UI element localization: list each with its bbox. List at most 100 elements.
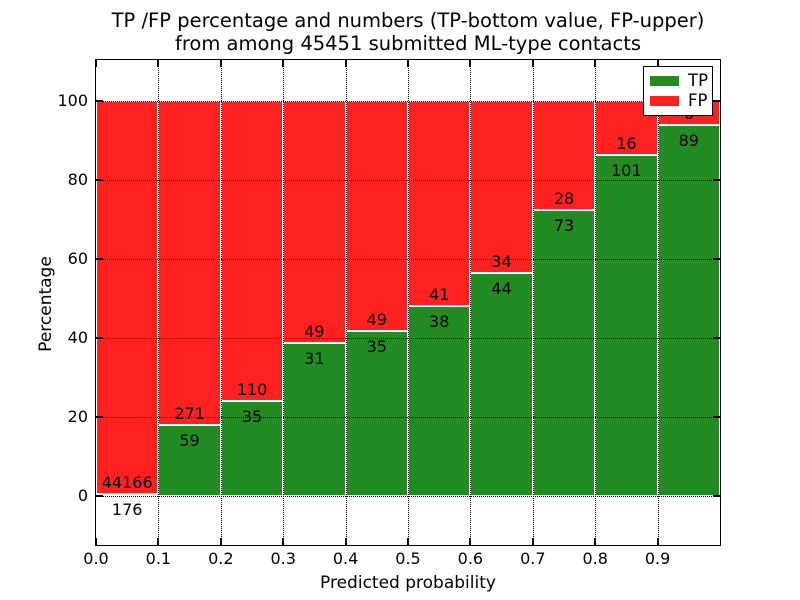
x-tick-mark <box>95 538 97 545</box>
y-tick-label: 80 <box>67 169 88 189</box>
tp-count-label: 176 <box>111 500 143 520</box>
y-tick-label: 0 <box>77 486 88 505</box>
fp-count-label: 16 <box>616 133 637 153</box>
x-tick-mark <box>594 538 597 545</box>
x-tick-label: 0.6 <box>457 549 484 568</box>
gridline-horizontal <box>96 179 720 181</box>
y-tick-mark-right <box>713 99 720 102</box>
y-tick-mark <box>96 336 103 339</box>
x-tick-label: 0.2 <box>208 549 234 568</box>
bar-segment-fp <box>220 100 284 401</box>
bar-segment-fp <box>345 100 408 332</box>
x-tick-mark-top <box>656 60 659 67</box>
gridline-vertical <box>532 60 534 545</box>
y-tick-mark <box>96 178 103 181</box>
x-tick-mark <box>656 538 659 545</box>
x-tick-label: 0.0 <box>83 549 109 568</box>
y-tick-mark-right <box>713 336 720 339</box>
bar-segment-tp <box>532 210 596 496</box>
x-tick-label: 0.3 <box>270 549 296 568</box>
plot-area: TP FP 44166 176 271 59 110 35 49 31 49 35 41 38 34 44… <box>57 59 721 568</box>
y-tick-mark-right <box>713 178 720 181</box>
gridline-vertical <box>595 60 597 545</box>
x-tick-label: 0.9 <box>644 549 671 568</box>
y-tick-mark <box>96 495 103 497</box>
bar-segment-fp <box>470 100 533 273</box>
y-tick-label: 20 <box>67 406 88 426</box>
x-tick-mark <box>531 538 534 545</box>
gridline-horizontal <box>96 416 720 418</box>
gridline-vertical <box>283 60 285 545</box>
gridline-vertical <box>345 60 347 545</box>
tp-count-label: 73 <box>553 216 575 236</box>
x-tick-mark-top <box>219 60 222 67</box>
bar-segment-fp <box>158 100 221 426</box>
bar-segment-tp <box>470 272 533 496</box>
gridline-horizontal <box>96 258 720 260</box>
gridline-vertical <box>408 60 409 545</box>
x-tick-mark <box>282 538 285 545</box>
x-tick-label: 0.5 <box>395 549 421 568</box>
bar-segment-tp <box>158 425 221 496</box>
bar-segment-tp <box>595 154 658 496</box>
tp-count-label: 44 <box>491 278 512 298</box>
chart-title-line1: TP /FP percentage and numbers (TP-bottom… <box>111 9 705 32</box>
tp-count-label: 31 <box>304 348 325 368</box>
y-tick-mark-right <box>713 495 720 497</box>
x-tick-mark <box>344 538 347 545</box>
x-tick-mark-top <box>95 60 97 67</box>
legend-item-tp: TP <box>650 71 709 91</box>
fp-count-label: 44166 <box>101 473 153 493</box>
y-tick-label: 100 <box>57 90 88 110</box>
x-tick-mark-top <box>282 60 285 67</box>
bar-segment-tp <box>408 305 471 496</box>
bar-segment-fp <box>408 100 471 306</box>
fp-count-label: 34 <box>491 251 512 271</box>
legend-label-tp: TP <box>688 71 709 90</box>
gridline-vertical <box>220 60 222 545</box>
fp-count-label: 49 <box>366 310 387 330</box>
y-tick-mark <box>96 99 103 102</box>
gridline-vertical <box>470 60 472 545</box>
x-tick-mark-top <box>469 60 472 67</box>
y-tick-label: 60 <box>67 248 88 268</box>
gridline-vertical <box>657 60 659 545</box>
x-tick-mark-top <box>407 60 409 67</box>
tp-swatch-icon <box>650 76 679 86</box>
tp-count-label: 38 <box>429 311 450 331</box>
x-tick-mark-top <box>344 60 347 67</box>
gridline-horizontal <box>96 496 720 497</box>
legend-item-fp: FP <box>650 91 708 111</box>
fp-count-label: 49 <box>304 321 325 341</box>
tp-count-label: 101 <box>611 160 642 180</box>
legend: TP FP <box>643 66 713 116</box>
x-tick-mark-top <box>531 60 534 67</box>
x-tick-mark <box>157 538 160 545</box>
fp-count-label: 110 <box>236 379 268 399</box>
x-tick-label: 0.4 <box>332 549 359 568</box>
fp-count-label: 28 <box>553 189 575 209</box>
legend-label-fp: FP <box>688 91 708 110</box>
gridline-horizontal <box>96 100 720 102</box>
gridline-horizontal <box>96 337 720 339</box>
chart-title-line2: from among 45451 submitted ML-type conta… <box>174 32 642 55</box>
chart-title: TP /FP percentage and numbers (TP-bottom… <box>96 9 720 55</box>
gridline-vertical <box>158 60 160 545</box>
bar-segment-tp <box>657 125 720 496</box>
y-tick-mark-right <box>713 415 720 418</box>
x-tick-mark-top <box>594 60 597 67</box>
x-tick-mark <box>219 538 222 545</box>
x-tick-label: 0.1 <box>145 549 172 568</box>
bar-segment-tp <box>283 342 346 496</box>
y-tick-mark <box>96 257 103 260</box>
tp-count-label: 35 <box>366 337 387 357</box>
fp-swatch-icon <box>650 96 679 106</box>
y-tick-mark <box>96 415 103 418</box>
x-tick-label: 0.8 <box>582 549 608 568</box>
tp-count-label: 35 <box>241 406 263 426</box>
x-tick-label: 0.7 <box>520 549 546 568</box>
fp-count-label: 41 <box>429 284 450 304</box>
bar-segment-fp <box>283 100 346 343</box>
x-tick-mark <box>407 538 409 545</box>
